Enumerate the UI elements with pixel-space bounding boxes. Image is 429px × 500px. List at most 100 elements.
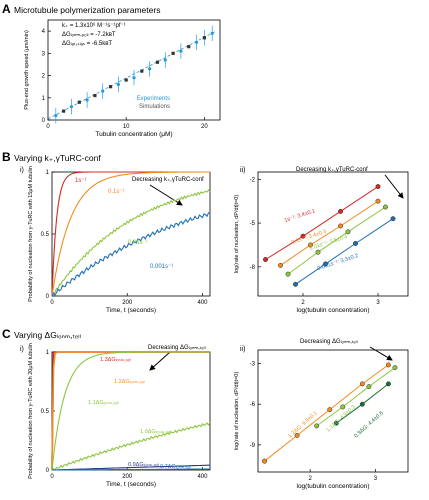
chart-0-xtick-label-1: 10 bbox=[123, 124, 130, 130]
chart-4-series-1 bbox=[316, 367, 396, 427]
chart-0-exp-point-7 bbox=[163, 58, 167, 62]
chart-0-sim-point-8 bbox=[187, 45, 191, 49]
chart-1-xtick-label-1: 200 bbox=[122, 300, 133, 306]
chart-2-point-2-3 bbox=[383, 204, 388, 210]
panel-a-param-1: k₊ = 1.3x10⁶ M⁻¹s⁻¹pf⁻¹ bbox=[62, 22, 126, 29]
chart-2-xtick-label-1: 3 bbox=[376, 300, 380, 306]
panel-b-i-label: i) bbox=[20, 167, 24, 174]
panel-c-title: Varying ΔGₗₒₙₘ,ₜₑₗₗ bbox=[14, 330, 82, 340]
chart-2-series-0 bbox=[265, 186, 379, 260]
chart-3-label-3: 1.0ΔGₗₒₙₘ,ₜₑₗₗ bbox=[140, 429, 171, 435]
chart-1-ytick-label-0: 0 bbox=[46, 294, 50, 300]
chart-2-point-3-3 bbox=[390, 216, 396, 222]
chart-4-point-1-3 bbox=[392, 365, 398, 371]
chart-3-xtick-label-2: 400 bbox=[197, 474, 208, 480]
chart-0-sim-point-5 bbox=[140, 69, 144, 73]
chart-0-fit-line bbox=[47, 30, 217, 120]
chart-2-frame bbox=[257, 171, 409, 297]
chart-3-xlabel: Time, t (seconds) bbox=[106, 481, 156, 488]
panel-c-ii-label: ii) bbox=[240, 346, 245, 353]
chart-0-sim-point-2 bbox=[93, 93, 97, 98]
chart-2-point-1-3 bbox=[375, 198, 381, 204]
chart-1-ytick-label-2: 1 bbox=[46, 170, 50, 176]
panel-c-ii-arrow-text: Decreasing ΔGₗₒₙₘ,ₜₑₗₗ bbox=[300, 339, 358, 345]
panel-b-i-arrow-text: Decreasing k₊,γTuRC-conf bbox=[132, 177, 204, 183]
chart-0-sim-point-9 bbox=[202, 36, 206, 40]
chart-1-series-1 bbox=[51, 171, 210, 297]
chart-3-label-0: 1.3ΔGₗₒₙₘ,ₜₑₗₗ bbox=[100, 357, 131, 363]
chart-3-series-4 bbox=[52, 464, 211, 471]
chart-2-series-3 bbox=[295, 218, 394, 285]
chart-4-point-2-0 bbox=[333, 420, 339, 426]
chart-2-xtick-label-0: 2 bbox=[301, 300, 305, 306]
chart-0-xlabel: Tubulin concentration (μM) bbox=[95, 131, 172, 138]
chart-2-ytick-label-2: -8 bbox=[250, 265, 256, 271]
chart-0-exp-point-6 bbox=[148, 67, 152, 71]
legend-simulations: Simulations bbox=[139, 104, 170, 110]
chart-0-exp-point-1 bbox=[69, 105, 74, 109]
chart-0-frame bbox=[47, 19, 221, 121]
chart-1-label-1: 0.1s⁻¹ bbox=[108, 189, 125, 195]
chart-4-point-0-3 bbox=[359, 381, 365, 387]
chart-3-label-2: 1.1ΔGₗₒₙₘ,ₜₑₗₗ bbox=[88, 400, 119, 406]
chart-0-xtick-label-2: 20 bbox=[201, 124, 208, 130]
chart-2-point-2-1 bbox=[315, 249, 321, 255]
chart-2-point-0-3 bbox=[375, 184, 381, 190]
panel-letter-c: C bbox=[2, 327, 11, 341]
chart-4-label-2: 0.9ΔG: 4.4±0.6 bbox=[353, 410, 384, 439]
chart-1-ytick-label-1: 0.5 bbox=[41, 232, 50, 238]
chart-2-point-3-1 bbox=[323, 261, 328, 267]
chart-2-point-2-2 bbox=[345, 229, 351, 235]
chart-1-label-0: 1s⁻¹ bbox=[75, 178, 87, 184]
chart-0-exp-point-2 bbox=[85, 98, 89, 102]
chart-3-ylabel: Probability of nucleation from γ-TuRC wi… bbox=[28, 343, 34, 479]
chart-0-exp-point-5 bbox=[132, 76, 136, 80]
chart-3-label-4: 0.9ΔGₗₒₙₘ,ₜₑₗₗ bbox=[128, 462, 159, 468]
panel-a-param-3: ΔGₗₐₜ,ₛₗₐₛ = -6.5kʙT bbox=[62, 41, 112, 47]
chart-1-label-2: 0.01s⁻¹ bbox=[128, 240, 148, 246]
chart-2-point-1-2 bbox=[338, 223, 343, 229]
chart-3-label-5: 0.7ΔGₗₒₙₘ,ₜₑₗₗ bbox=[160, 464, 191, 470]
panel-b-ii-arrow bbox=[384, 174, 404, 199]
chart-2-point-3-2 bbox=[353, 241, 358, 246]
chart-4-label-0: 1.2ΔG: 9.5±0.1 bbox=[287, 410, 318, 439]
chart-2-series-2 bbox=[287, 206, 386, 275]
chart-4-point-0-0 bbox=[262, 458, 267, 464]
chart-0-ytick-label-1: 1 bbox=[42, 96, 46, 102]
chart-3-label-1: 1.2ΔGₗₒₙₘ,ₜₑₗₗ bbox=[114, 379, 145, 385]
chart-2-point-3-0 bbox=[293, 281, 298, 287]
chart-1-xtick-label-2: 400 bbox=[197, 300, 208, 306]
chart-0-ylabel: Plus-end growth speed (μm/min) bbox=[24, 30, 30, 110]
chart-2-point-1-0 bbox=[278, 262, 283, 268]
chart-1-xtick-label-0: 0 bbox=[50, 300, 54, 306]
chart-4-frame bbox=[257, 349, 409, 473]
chart-2-series-1 bbox=[280, 200, 379, 266]
chart-0-exp-point-11 bbox=[210, 31, 214, 35]
panel-letter-b: B bbox=[2, 150, 11, 164]
chart-0-exp-point-8 bbox=[179, 49, 183, 53]
chart-1-series-2 bbox=[51, 189, 211, 297]
chart-4-xlabel: log(tubulin concentration) bbox=[297, 483, 370, 490]
chart-1-series-3 bbox=[51, 212, 211, 297]
chart-4-ytick-label-0: -3 bbox=[250, 362, 256, 368]
chart-2-point-0-0 bbox=[263, 257, 268, 262]
panel-letter-a: A bbox=[2, 2, 11, 16]
panel-c-i-arrow bbox=[149, 351, 171, 371]
panel-a-title: Microtubule polymerization parameters bbox=[14, 5, 160, 15]
chart-3-series-5 bbox=[52, 468, 210, 471]
chart-2-ytick-label-0: -2 bbox=[250, 177, 256, 183]
chart-0-sim-point-0 bbox=[62, 109, 66, 113]
chart-4-point-1-2 bbox=[366, 384, 372, 390]
chart-2-ytick-label-1: -5 bbox=[250, 221, 256, 227]
chart-0-exp-point-9 bbox=[194, 40, 199, 44]
chart-4-point-2-1 bbox=[359, 401, 365, 407]
chart-4-point-0-2 bbox=[327, 407, 333, 413]
chart-3-xtick-label-0: 0 bbox=[50, 474, 54, 480]
chart-4-xtick-label-0: 2 bbox=[309, 476, 313, 482]
chart-3-series-2 bbox=[51, 351, 210, 471]
chart-4-point-0-1 bbox=[294, 432, 300, 438]
chart-3-ytick-label-0: 0 bbox=[46, 468, 50, 474]
chart-3-xtick-label-1: 200 bbox=[122, 474, 133, 480]
